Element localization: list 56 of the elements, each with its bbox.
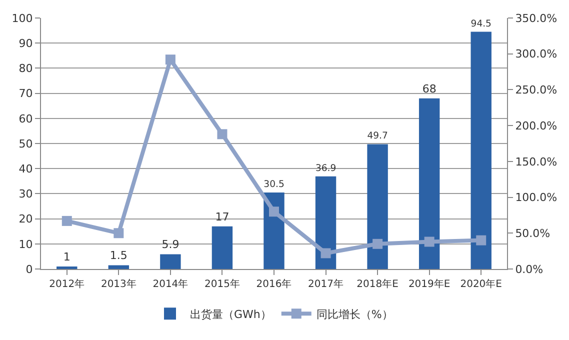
bar bbox=[418, 98, 440, 269]
data-label: 49.7 bbox=[367, 130, 388, 142]
data-label: 17 bbox=[215, 210, 230, 224]
x-tick-label: 2020年E bbox=[460, 278, 502, 290]
y2-tick-label: 350.0% bbox=[515, 12, 558, 25]
y-tick-label: 30 bbox=[18, 188, 33, 201]
x-tick-label: 2013年 bbox=[100, 278, 136, 290]
bar bbox=[470, 32, 492, 269]
data-label: 1 bbox=[63, 250, 70, 264]
x-tick-label: 2019年E bbox=[408, 278, 450, 290]
data-label: 94.5 bbox=[470, 18, 492, 30]
y2-tick-label: 50.0% bbox=[515, 226, 550, 240]
legend-label: 同比增长（%） bbox=[316, 308, 393, 321]
legend-label: 出货量（GWh） bbox=[190, 308, 272, 321]
y-tick-label: 80 bbox=[18, 62, 33, 76]
point bbox=[62, 216, 72, 226]
point bbox=[320, 248, 331, 258]
y-tick-label: 20 bbox=[18, 212, 33, 226]
bar bbox=[108, 265, 130, 269]
point bbox=[217, 129, 228, 140]
point bbox=[269, 206, 279, 217]
bar bbox=[160, 254, 181, 269]
x-tick-label: 2018年E bbox=[356, 278, 398, 290]
point bbox=[165, 54, 176, 65]
y-tick-label: 90 bbox=[18, 36, 33, 50]
y-tick-label: 40 bbox=[18, 162, 33, 176]
data-label: 5.9 bbox=[162, 238, 180, 252]
y-tick-label: 50 bbox=[18, 137, 33, 150]
data-label: 30.5 bbox=[264, 178, 284, 190]
y2-tick-label: 0.0% bbox=[515, 262, 544, 276]
y2-tick-label: 300.0% bbox=[515, 48, 558, 61]
data-label: 36.9 bbox=[315, 162, 336, 174]
y2-tick-label: 100.0% bbox=[515, 191, 558, 204]
y-tick-label: 100 bbox=[12, 12, 33, 25]
y2-tick-label: 150.0% bbox=[515, 155, 558, 168]
y-tick-label: 0 bbox=[26, 262, 33, 276]
y-tick-label: 60 bbox=[18, 112, 33, 126]
bar bbox=[315, 176, 336, 269]
x-tick-label: 2016年 bbox=[256, 278, 292, 290]
y-tick-label: 10 bbox=[18, 238, 33, 251]
bar bbox=[367, 144, 388, 269]
bar bbox=[56, 266, 78, 269]
y2-tick-label: 200.0% bbox=[515, 119, 558, 132]
x-tick-label: 2015年 bbox=[204, 278, 240, 290]
x-tick-label: 2017年 bbox=[308, 278, 344, 290]
x-tick-label: 2014年 bbox=[152, 278, 188, 290]
data-label: 1.5 bbox=[110, 249, 128, 262]
y-tick-label: 70 bbox=[18, 87, 33, 100]
data-label: 68 bbox=[422, 82, 436, 96]
x-tick-label: 2012年 bbox=[49, 278, 85, 290]
point bbox=[424, 236, 434, 247]
point bbox=[372, 238, 383, 249]
bar bbox=[212, 226, 233, 269]
point bbox=[476, 235, 486, 246]
y2-tick-label: 250.0% bbox=[515, 84, 558, 97]
point bbox=[114, 228, 124, 238]
